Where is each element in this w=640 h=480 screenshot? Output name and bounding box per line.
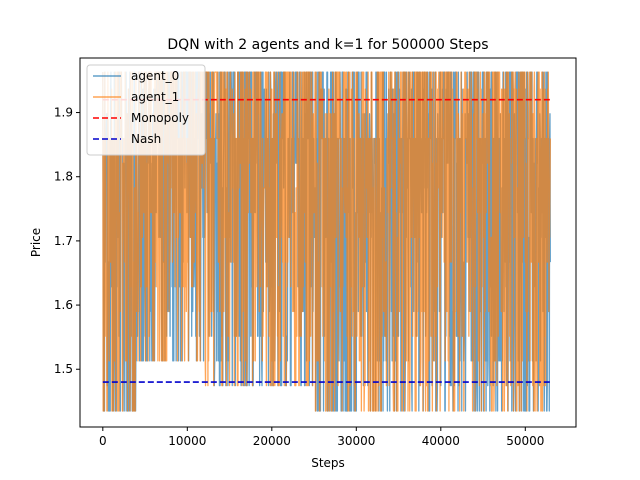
y-tick-label: 1.6	[54, 298, 73, 312]
plot-frame	[79, 57, 577, 428]
x-axis-label: Steps	[311, 456, 345, 470]
legend-label: agent_0	[131, 69, 179, 83]
series-line-agent-1	[102, 71, 551, 412]
x-tick-label: 0	[99, 434, 107, 448]
legend-label: agent_1	[131, 90, 179, 104]
legend-label: Nash	[131, 132, 161, 146]
y-tick-label: 1.7	[54, 234, 73, 248]
legend-box	[86, 64, 206, 156]
y-tick-label: 1.5	[54, 362, 73, 376]
legend-label: Monopoly	[131, 111, 189, 125]
x-axis-ticks: 0 10000 20000 30000 40000 50000	[99, 427, 544, 448]
chart-title: DQN with 2 agents and k=1 for 500000 Ste…	[167, 37, 488, 53]
y-axis-ticks: 1.5 1.6 1.7 1.8 1.9	[54, 106, 80, 376]
x-tick-label: 20000	[253, 434, 291, 448]
x-tick-label: 40000	[422, 434, 460, 448]
x-tick-label: 50000	[506, 434, 544, 448]
legend: agent_0 agent_1 Monopoly Nash	[86, 64, 206, 156]
x-tick-label: 30000	[337, 434, 375, 448]
x-tick-label: 10000	[168, 434, 206, 448]
y-axis-label: Price	[29, 228, 43, 257]
y-tick-label: 1.9	[54, 106, 73, 120]
y-tick-label: 1.8	[54, 170, 73, 184]
